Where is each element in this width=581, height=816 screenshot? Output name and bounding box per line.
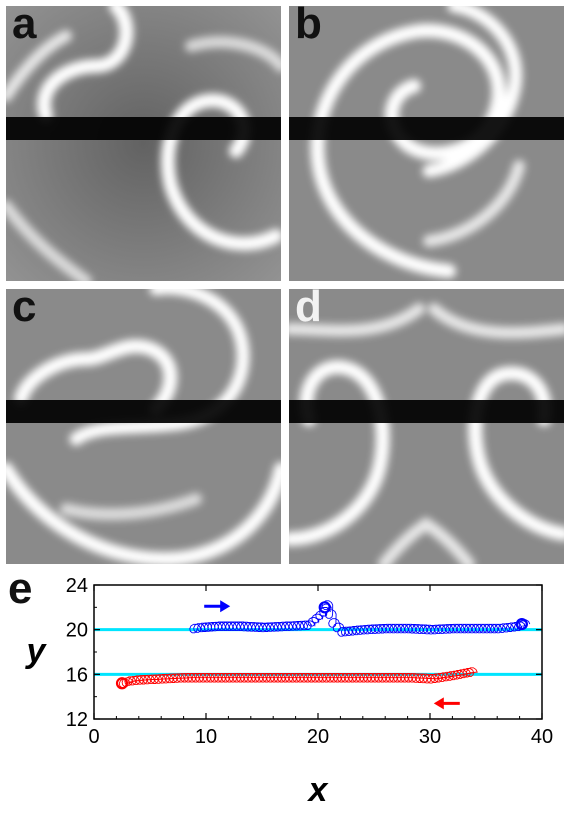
series-1-trajectory — [119, 668, 477, 688]
y-axis-label: y — [25, 632, 48, 670]
panel-c: c — [6, 289, 281, 564]
panel-e-label: e — [8, 565, 32, 613]
panel-d-label: d — [295, 289, 322, 329]
panel-e: e 0 10 20 30 40 12 16 20 24 x y — [0, 565, 581, 811]
x-axis-label: x — [307, 771, 330, 809]
plot-frame — [94, 585, 542, 719]
x-tick-label-1: 10 — [195, 726, 217, 748]
panel-a-label: a — [12, 6, 36, 46]
y-tick-label-1: 16 — [66, 664, 88, 686]
arrow-right-head — [220, 600, 230, 612]
arrow-left — [434, 697, 460, 709]
panel-a: a — [6, 6, 281, 281]
x-tick-label-4: 40 — [531, 726, 553, 748]
x-tick-label-2: 20 — [307, 726, 329, 748]
y-tick-label-3: 24 — [66, 575, 88, 597]
panel-c-label: c — [12, 289, 36, 329]
x-tick-label-3: 30 — [419, 726, 441, 748]
panel-b: b — [289, 6, 564, 281]
panel-d-image — [289, 289, 564, 564]
y-tick-label-0: 12 — [66, 709, 88, 731]
panel-b-label: b — [295, 6, 322, 46]
panel-a-image — [6, 6, 281, 281]
panel-d: d — [289, 289, 564, 564]
trajectory-chart: e 0 10 20 30 40 12 16 20 24 x y — [0, 565, 581, 811]
arrow-left-head — [434, 697, 444, 709]
panel-b-image — [289, 6, 564, 281]
arrow-right — [204, 600, 230, 612]
y-tick-label-2: 20 — [66, 620, 88, 642]
series-0-trajectory — [190, 601, 530, 636]
x-tick-label-0: 0 — [88, 726, 99, 748]
panel-c-image — [6, 289, 281, 564]
